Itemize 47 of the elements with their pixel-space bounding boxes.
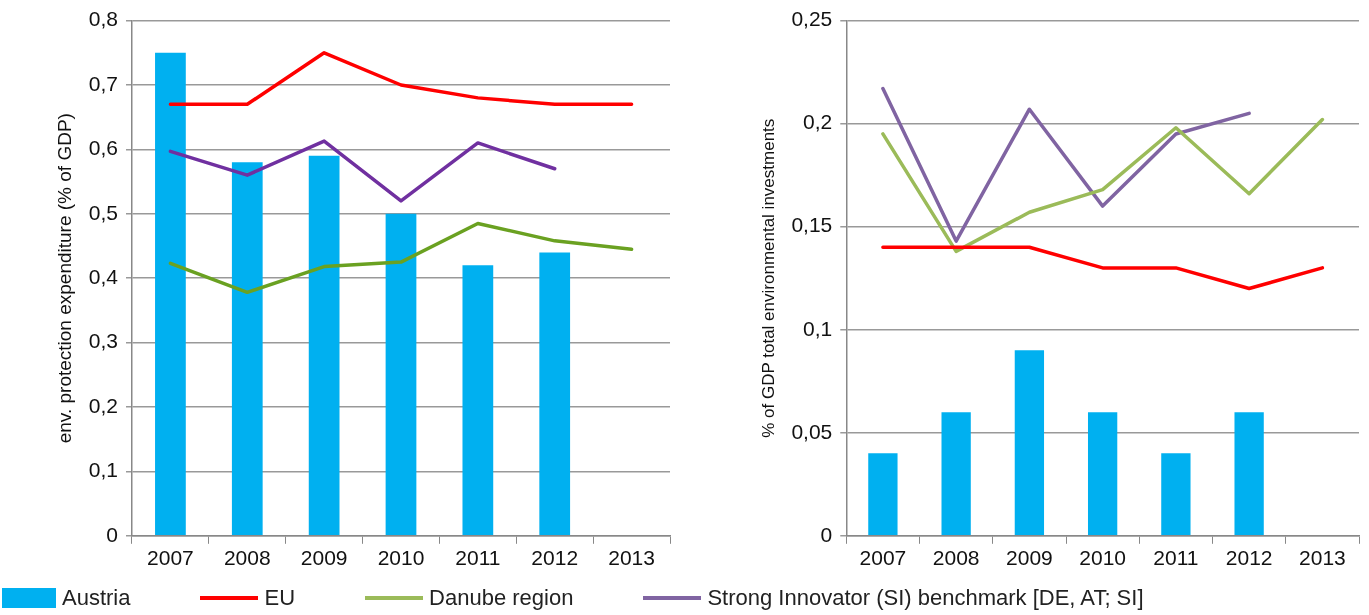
x-tick-label: 2009	[1006, 546, 1053, 570]
bar	[1234, 412, 1264, 536]
bar	[155, 52, 186, 536]
x-tick-label: 2012	[531, 546, 579, 570]
x-tick-label: 2010	[377, 546, 425, 570]
bar	[231, 162, 263, 536]
y-tick-label: 0,2	[88, 393, 118, 417]
x-tick-label: 2008	[223, 546, 271, 570]
y-tick-label: 0,2	[803, 110, 833, 134]
bar	[308, 155, 340, 536]
bar	[462, 265, 494, 536]
y-tick-label: 0	[106, 522, 118, 546]
legend-label: Strong Innovator (SI) benchmark [DE, AT; SI]	[707, 585, 1144, 611]
legend-label: Danube region	[429, 585, 574, 611]
bar	[1161, 453, 1191, 536]
x-tick-label: 2009	[300, 546, 348, 570]
y-tick-label: 0,05	[791, 419, 833, 443]
x-tick-label: 2008	[932, 546, 980, 570]
y-tick-label: 0,6	[88, 136, 118, 160]
y-tick-label: 0,1	[88, 458, 118, 482]
x-tick-label: 2010	[1079, 546, 1126, 570]
y-tick-label: 0	[820, 522, 833, 546]
x-tick-label: 2013	[1299, 546, 1346, 570]
y-axis-title: env. protection expenditure (% of GDP)	[53, 113, 75, 444]
bar	[941, 412, 971, 536]
x-tick-label: 2011	[1153, 546, 1199, 570]
x-tick-label: 2007	[859, 546, 907, 570]
bar	[1014, 350, 1045, 536]
y-tick-label: 0,4	[88, 265, 119, 288]
legend-label: Austria	[62, 585, 131, 611]
y-axis-title: % of GDP total environmental investments	[758, 118, 778, 438]
bar	[385, 213, 417, 536]
y-tick-label: 0,5	[88, 200, 118, 224]
y-tick-label: 0,25	[791, 7, 833, 31]
y-tick-label: 0,3	[88, 329, 118, 353]
x-tick-label: 2012	[1225, 546, 1273, 570]
y-tick-label: 0,1	[803, 316, 833, 340]
y-tick-label: 0,15	[791, 213, 833, 237]
x-tick-label: 2011	[455, 546, 501, 570]
bar	[539, 252, 571, 536]
x-tick-label: 2007	[147, 546, 194, 570]
bar	[868, 453, 898, 536]
legend-label: EU	[264, 585, 296, 611]
y-tick-label: 0,8	[88, 7, 118, 31]
x-tick-label: 2013	[608, 546, 655, 570]
bar	[1087, 412, 1118, 536]
y-tick-label: 0,7	[88, 71, 118, 95]
